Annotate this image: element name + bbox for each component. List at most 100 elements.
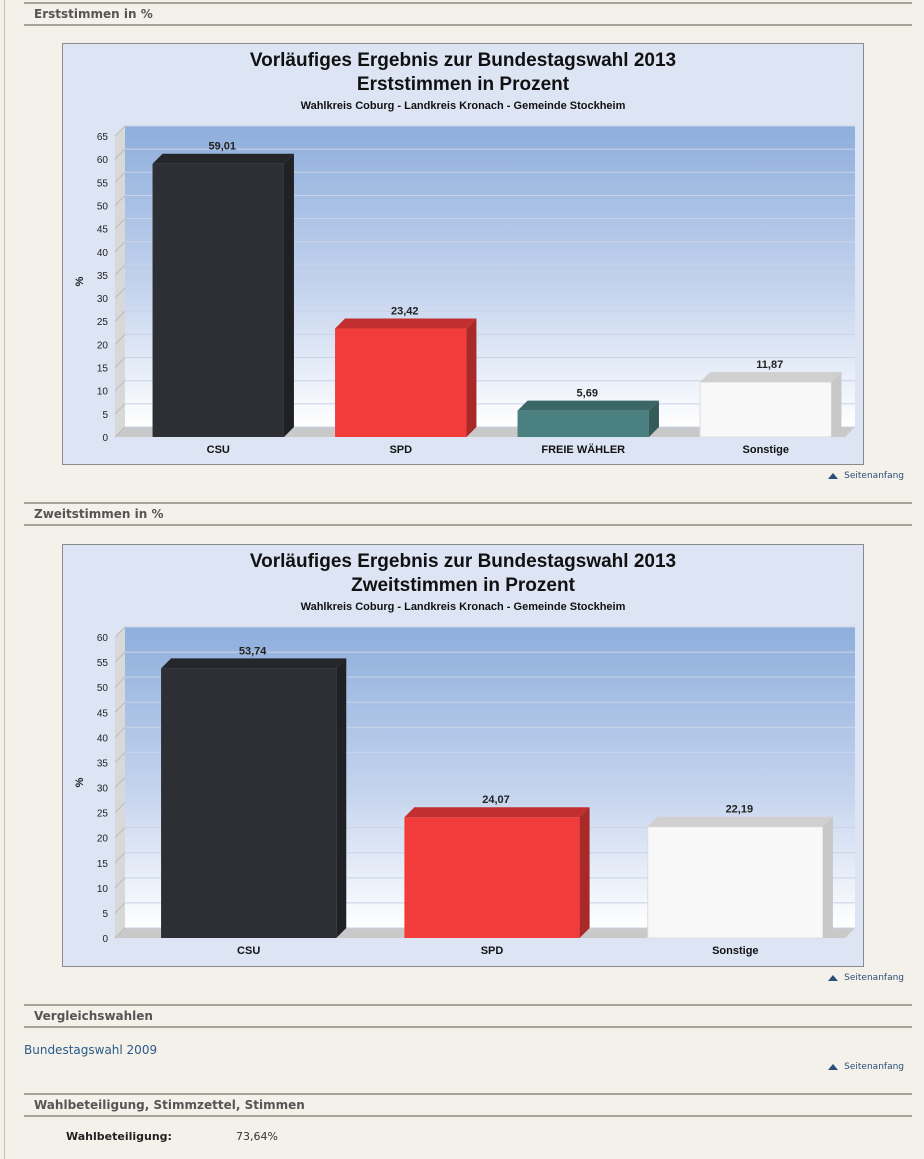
- chart-erststimmen-svg: Vorläufiges Ergebnis zur Bundestagswahl …: [74, 50, 855, 456]
- bar-front: [152, 163, 284, 437]
- bar-value-label: 24,07: [482, 794, 510, 806]
- y-tick-label: 15: [97, 364, 109, 375]
- y-tick-label: 15: [97, 859, 109, 870]
- grid-line-side: [114, 241, 126, 253]
- y-tick-label: 60: [97, 633, 109, 644]
- y-tick-label: 20: [97, 340, 109, 351]
- y-tick-label: 35: [97, 758, 109, 769]
- bar-side: [466, 318, 477, 437]
- bar: [335, 318, 477, 437]
- bar-top: [517, 400, 659, 411]
- chart-subtitle: Erststimmen in Prozent: [357, 74, 570, 95]
- bar-side: [831, 372, 842, 437]
- y-tick-label: 45: [97, 225, 109, 236]
- grid-line-side: [114, 927, 126, 939]
- grid-line-side: [114, 264, 126, 276]
- y-tick-label: 60: [97, 155, 109, 166]
- category-label: Sonstige: [712, 945, 758, 957]
- grid-line-side: [114, 426, 126, 438]
- y-tick-label: 50: [97, 201, 109, 212]
- bar-top: [647, 816, 833, 827]
- back-to-top-link-1[interactable]: Seitenanfang: [828, 471, 904, 481]
- bar: [161, 658, 347, 938]
- grid-line-side: [114, 701, 126, 713]
- bar-top: [335, 318, 477, 329]
- back-to-top-label: Seitenanfang: [844, 1062, 904, 1072]
- grid-line-side: [114, 403, 126, 415]
- grid-line-side: [114, 877, 126, 889]
- grid-line-side: [114, 651, 126, 663]
- back-to-top-link-2[interactable]: Seitenanfang: [828, 973, 904, 983]
- y-tick-label: 10: [97, 884, 109, 895]
- y-axis-label: %: [74, 777, 86, 787]
- bar-front: [699, 381, 832, 438]
- back-to-top-label: Seitenanfang: [844, 973, 904, 983]
- bar-top: [700, 372, 842, 383]
- bar-side: [822, 816, 833, 938]
- bar: [152, 153, 294, 437]
- bar-value-label: 53,74: [239, 645, 267, 657]
- grid-line-side: [114, 626, 126, 638]
- grid-line-side: [114, 827, 126, 839]
- y-tick-label: 25: [97, 809, 109, 820]
- chart-caption: Wahlkreis Coburg - Landkreis Kronach - G…: [301, 601, 626, 613]
- chart-zweitstimmen: Vorläufiges Ergebnis zur Bundestagswahl …: [62, 544, 864, 967]
- bar-side: [579, 807, 590, 938]
- section-header-erststimmen: Erststimmen in %: [24, 2, 912, 26]
- bar-front: [404, 817, 580, 938]
- plot-floor: [115, 427, 855, 437]
- y-tick-label: 40: [97, 733, 109, 744]
- grid-line-side: [114, 148, 126, 160]
- y-tick-label: 55: [97, 658, 109, 669]
- up-arrow-icon: [828, 473, 839, 479]
- y-tick-label: 5: [102, 909, 108, 920]
- chart-zweitstimmen-svg: Vorläufiges Ergebnis zur Bundestagswahl …: [74, 551, 855, 957]
- y-tick-label: 40: [97, 248, 109, 259]
- y-tick-label: 10: [97, 387, 109, 398]
- y-tick-label: 55: [97, 178, 109, 189]
- page-frame-line: [4, 0, 5, 1159]
- grid-line-side: [114, 171, 126, 183]
- grid-line-side: [114, 676, 126, 688]
- grid-line-side: [114, 777, 126, 788]
- y-tick-label: 0: [102, 934, 108, 945]
- bar-value-label: 11,87: [756, 359, 783, 371]
- bar: [647, 816, 833, 939]
- category-label: CSU: [207, 444, 230, 456]
- category-label: SPD: [389, 444, 412, 456]
- bar-value-label: 22,19: [726, 804, 754, 816]
- y-tick-label: 65: [97, 132, 109, 143]
- bar-side: [648, 400, 659, 437]
- y-tick-label: 5: [102, 410, 108, 421]
- back-to-top-label: Seitenanfang: [844, 471, 904, 481]
- bar-top: [161, 658, 347, 669]
- category-label: SPD: [481, 945, 504, 957]
- bar-top: [404, 807, 590, 818]
- bar: [404, 807, 590, 938]
- bar: [699, 372, 842, 438]
- bar-value-label: 23,42: [391, 306, 419, 318]
- back-to-top-link-3[interactable]: Seitenanfang: [828, 1062, 904, 1072]
- y-tick-label: 35: [97, 271, 109, 282]
- chart-erststimmen: Vorläufiges Ergebnis zur Bundestagswahl …: [62, 43, 864, 465]
- y-tick-label: 0: [102, 433, 108, 444]
- section-header-zweitstimmen: Zweitstimmen in %: [24, 502, 912, 526]
- comparison-link-2009[interactable]: Bundestagswahl 2009: [24, 1043, 158, 1057]
- bar-front: [647, 826, 824, 939]
- grid-line-side: [114, 802, 126, 813]
- bar: [517, 400, 659, 437]
- grid-line-side: [114, 195, 126, 206]
- y-tick-label: 45: [97, 708, 109, 719]
- up-arrow-icon: [828, 975, 839, 981]
- grid-line-side: [114, 125, 126, 137]
- y-tick-label: 25: [97, 317, 109, 328]
- grid-line-side: [114, 287, 126, 299]
- grid-line-side: [114, 380, 126, 392]
- chart-title: Vorläufiges Ergebnis zur Bundestagswahl …: [250, 50, 676, 71]
- chart-caption: Wahlkreis Coburg - Landkreis Kronach - G…: [301, 100, 626, 112]
- bar-side: [336, 658, 347, 938]
- y-tick-label: 50: [97, 683, 109, 694]
- up-arrow-icon: [828, 1064, 839, 1070]
- chart-subtitle: Zweitstimmen in Prozent: [351, 575, 575, 596]
- category-label: CSU: [237, 945, 260, 957]
